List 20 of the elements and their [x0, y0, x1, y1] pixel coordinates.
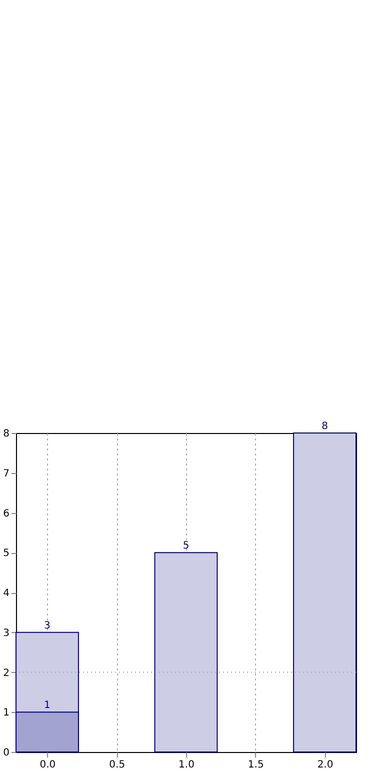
bar	[293, 432, 356, 752]
y-tick-label: 5	[3, 548, 10, 560]
x-tick-label: 1.0	[178, 760, 194, 770]
y-tick-label: 0	[3, 748, 10, 758]
data-label: 5	[182, 540, 190, 552]
data-label: 8	[322, 421, 328, 432]
y-tick-label: 4	[3, 588, 10, 599]
x-tick-label: 0.5	[109, 760, 126, 770]
y-tick-label: 2	[3, 668, 10, 679]
y-tick-label: 8	[3, 428, 10, 440]
bar	[154, 552, 218, 752]
y-tick-label: 1	[3, 708, 10, 719]
x-tick-label: 1.5	[248, 760, 264, 770]
y-tick-label: 3	[3, 628, 10, 639]
x-tick-label: 2.0	[317, 760, 334, 770]
y-tick-label: 6	[3, 508, 10, 520]
data-label: 3	[44, 620, 50, 632]
data-label: 1	[44, 700, 50, 712]
x-tick-label: 0.0	[40, 760, 56, 770]
y-tick-label: 7	[3, 468, 10, 480]
